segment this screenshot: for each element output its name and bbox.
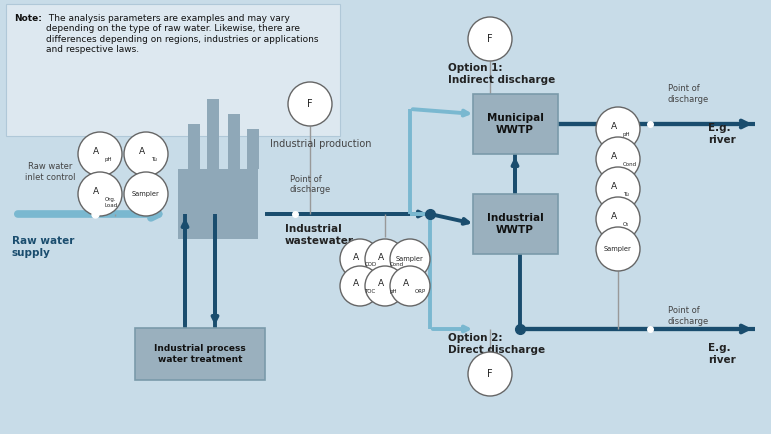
- Ellipse shape: [78, 172, 122, 216]
- Text: Industrial
WWTP: Industrial WWTP: [487, 213, 544, 235]
- Polygon shape: [207, 99, 219, 169]
- Text: A: A: [611, 152, 617, 161]
- Ellipse shape: [596, 227, 640, 271]
- Text: Tu: Tu: [623, 192, 628, 197]
- Ellipse shape: [78, 132, 122, 176]
- Text: Tu: Tu: [151, 157, 157, 162]
- Ellipse shape: [468, 17, 512, 61]
- Text: A: A: [379, 253, 385, 262]
- Text: Cond: Cond: [389, 262, 403, 267]
- Text: Industrial
wastewater: Industrial wastewater: [285, 224, 354, 246]
- Text: F: F: [487, 369, 493, 379]
- Text: A: A: [93, 147, 99, 156]
- FancyBboxPatch shape: [6, 4, 340, 136]
- Text: Municipal
WWTP: Municipal WWTP: [487, 113, 544, 135]
- Ellipse shape: [340, 266, 380, 306]
- Ellipse shape: [390, 266, 430, 306]
- Text: Raw water
supply: Raw water supply: [12, 236, 74, 258]
- Text: Option 1:
Indirect discharge: Option 1: Indirect discharge: [448, 63, 555, 85]
- Text: ORP: ORP: [414, 289, 426, 294]
- Text: pH: pH: [389, 289, 397, 294]
- Text: Org.
Load: Org. Load: [105, 197, 118, 208]
- Text: Raw water
inlet control: Raw water inlet control: [25, 162, 76, 182]
- Ellipse shape: [390, 239, 430, 279]
- Ellipse shape: [596, 107, 640, 151]
- Text: A: A: [611, 212, 617, 221]
- Text: Sampler: Sampler: [396, 256, 424, 262]
- Text: A: A: [353, 279, 359, 289]
- FancyBboxPatch shape: [473, 194, 557, 254]
- Ellipse shape: [340, 239, 380, 279]
- Text: A: A: [611, 182, 617, 191]
- Text: Sampler: Sampler: [604, 246, 632, 252]
- Ellipse shape: [468, 352, 512, 396]
- Text: Point of
discharge: Point of discharge: [668, 84, 709, 104]
- Polygon shape: [247, 129, 259, 169]
- Text: E.g.
river: E.g. river: [708, 343, 736, 365]
- Text: A: A: [139, 147, 145, 156]
- Ellipse shape: [288, 82, 332, 126]
- Text: COD: COD: [365, 262, 377, 267]
- Text: A: A: [379, 279, 385, 289]
- Text: A: A: [93, 187, 99, 196]
- FancyBboxPatch shape: [473, 94, 557, 154]
- Text: Note:: Note:: [14, 14, 42, 23]
- Text: Cond: Cond: [623, 162, 637, 167]
- Polygon shape: [228, 114, 240, 169]
- Text: E.g.
river: E.g. river: [708, 123, 736, 145]
- Ellipse shape: [365, 239, 405, 279]
- Text: A: A: [353, 253, 359, 262]
- Text: Point of
discharge: Point of discharge: [668, 306, 709, 326]
- Ellipse shape: [124, 132, 168, 176]
- Ellipse shape: [596, 197, 640, 241]
- Ellipse shape: [596, 137, 640, 181]
- FancyBboxPatch shape: [135, 328, 265, 380]
- Ellipse shape: [124, 172, 168, 216]
- Text: F: F: [487, 34, 493, 44]
- Text: pH: pH: [105, 157, 113, 162]
- Text: Industrial process
water treatment: Industrial process water treatment: [154, 344, 246, 364]
- Text: TOC: TOC: [365, 289, 375, 294]
- Text: Option 2:
Direct discharge: Option 2: Direct discharge: [448, 333, 545, 355]
- Text: A: A: [611, 122, 617, 132]
- Text: A: A: [403, 279, 409, 289]
- Text: Sampler: Sampler: [132, 191, 160, 197]
- Polygon shape: [178, 169, 258, 239]
- Ellipse shape: [365, 266, 405, 306]
- Text: pH: pH: [623, 132, 631, 137]
- Text: The analysis parameters are examples and may vary
depending on the type of raw w: The analysis parameters are examples and…: [46, 14, 318, 54]
- Text: O₂: O₂: [623, 222, 629, 227]
- Text: Industrial production: Industrial production: [270, 139, 372, 149]
- Ellipse shape: [596, 167, 640, 211]
- Text: Point of
discharge: Point of discharge: [290, 174, 332, 194]
- Text: F: F: [307, 99, 313, 109]
- Polygon shape: [188, 124, 200, 169]
